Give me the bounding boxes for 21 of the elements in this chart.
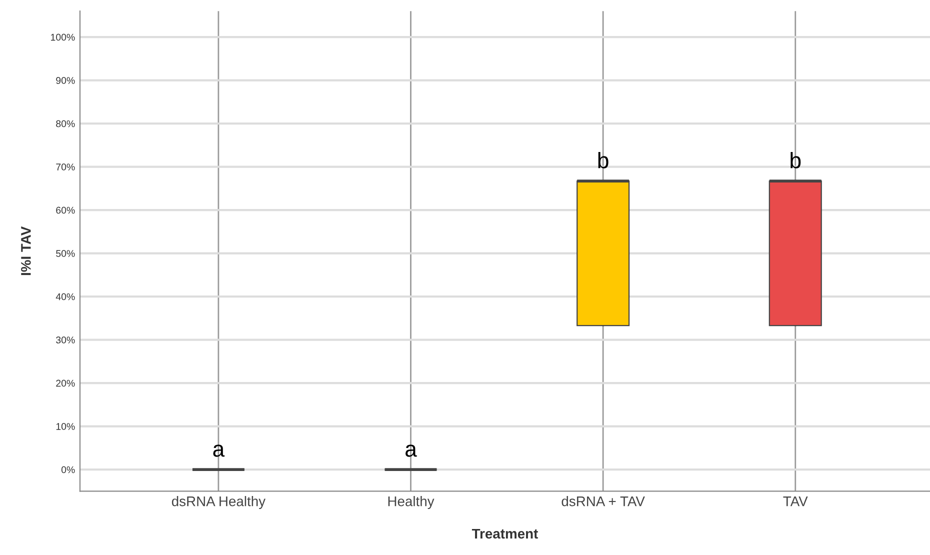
y-tick-label: 50% [56, 250, 75, 257]
annotation: a [406, 444, 417, 457]
y-tick-label: 70% [56, 164, 75, 170]
annotation: b [790, 152, 801, 168]
y-tick-label: 40% [56, 293, 75, 300]
x-tick-label: dsRNA + TAV [562, 496, 645, 506]
y-tick-label: 80% [56, 120, 75, 128]
annotation: b [598, 152, 608, 168]
y-tick-label: 100% [50, 34, 75, 41]
y-tick-label: 60% [56, 206, 75, 214]
y-tick-label: 30% [56, 336, 75, 344]
y-tick-label: 0% [61, 466, 75, 474]
y-tick-label: 20% [56, 380, 75, 387]
y-tick-label: 90% [56, 77, 75, 84]
y-tick-label: 10% [56, 423, 75, 430]
x-tick-label: TAV [783, 496, 808, 506]
x-tick-label: Healthy [388, 496, 434, 509]
x-tick-label: dsRNA Healthy [172, 496, 266, 509]
annotation: a [213, 444, 225, 457]
y-axis-title: I%I TAV [21, 226, 31, 276]
x-axis-title: Treatment [472, 528, 538, 539]
